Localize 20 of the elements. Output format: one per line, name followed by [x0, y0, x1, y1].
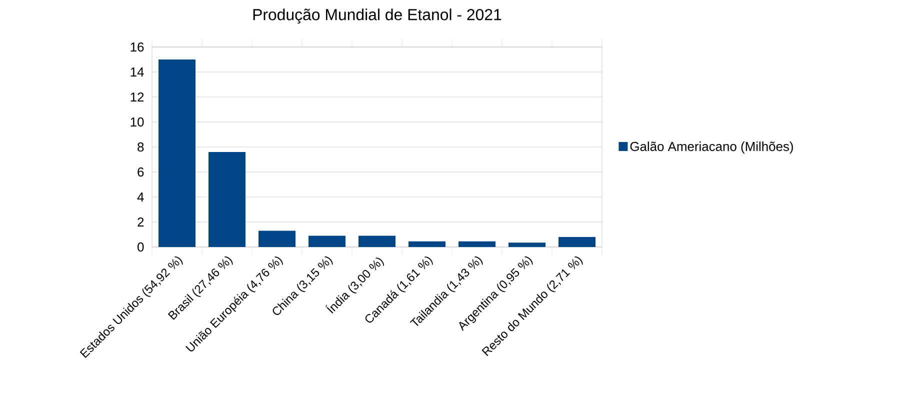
y-tick-label: 4 — [137, 192, 144, 202]
bar — [408, 241, 446, 247]
legend-label: Galão Ameriacano (Milhões) — [630, 142, 793, 154]
bar — [308, 236, 346, 247]
y-tick-label: 6 — [138, 167, 144, 177]
y-tick-label: 0 — [138, 242, 144, 252]
bar — [508, 242, 546, 247]
bar — [158, 59, 196, 247]
y-tick-label: 2 — [138, 217, 144, 227]
bar — [558, 237, 596, 247]
bar — [208, 152, 246, 247]
y-tick-label: 16 — [130, 42, 144, 52]
y-tick-label: 10 — [130, 117, 144, 127]
y-tick-label: 8 — [138, 142, 144, 152]
chart-title: Produção Mundial de Etanol - 2021 — [253, 8, 502, 24]
bar — [258, 230, 296, 247]
bar — [458, 241, 496, 247]
y-tick-label: 14 — [130, 68, 144, 76]
y-tick-label: 12 — [130, 92, 144, 102]
bar — [358, 236, 396, 247]
